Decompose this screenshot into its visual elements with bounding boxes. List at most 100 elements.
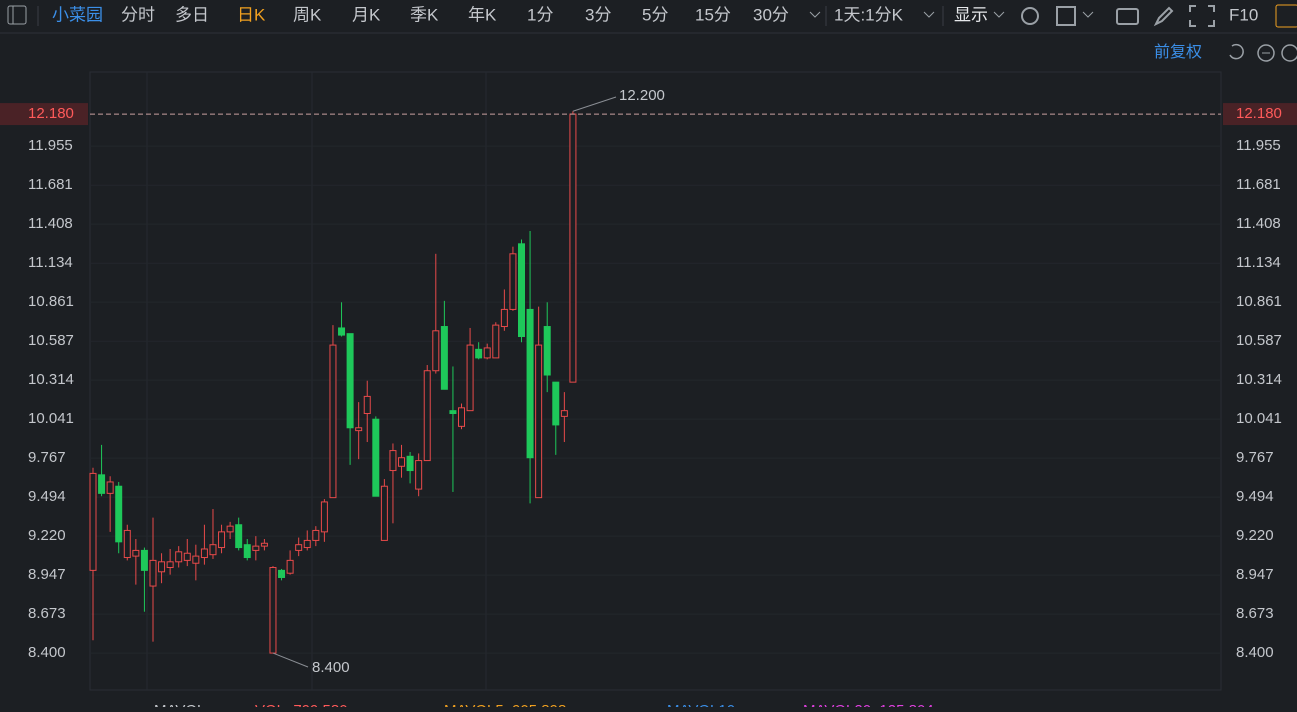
- y-tick-label: 9.220: [28, 527, 66, 544]
- candle-body: [483, 347, 491, 359]
- y-tick-label: 11.681: [28, 176, 73, 193]
- candle-body: [192, 555, 200, 564]
- tabs: 分时 多日 日K 周K 月K 季K 年K 1分 3分 5分 15分 30分: [121, 5, 789, 24]
- period-select[interactable]: 1天:1分K: [834, 5, 904, 24]
- candle-body: [115, 485, 123, 543]
- tab[interactable]: 周K: [293, 5, 322, 24]
- y-tick-label-right: 8.673: [1236, 605, 1274, 622]
- candle-body: [415, 460, 423, 490]
- y-tick-label-right: 10.587: [1236, 332, 1282, 349]
- candle-body: [303, 539, 311, 549]
- sidebar-icon[interactable]: [7, 5, 27, 25]
- stock-name[interactable]: 小菜园: [52, 5, 103, 24]
- tab[interactable]: 月K: [352, 5, 381, 24]
- candle-body: [423, 370, 431, 462]
- f10-button[interactable]: F10: [1229, 5, 1258, 24]
- candle-body: [552, 381, 560, 426]
- volume-legend: MAVOL VOL: 799,580 MAVOL5: 905,898 MAVOL10:…: [154, 702, 934, 712]
- y-tick-label-right: 8.400: [1236, 644, 1274, 661]
- orange-button[interactable]: [1275, 4, 1297, 28]
- y-tick-label: 11.408: [28, 215, 73, 232]
- y-tick-label-right: 10.041: [1236, 410, 1282, 427]
- chevron: [923, 11, 935, 18]
- y-tick-label: 11.134: [28, 254, 73, 271]
- volume-legend-item: VOL: 799,580: [255, 702, 348, 707]
- chevron: [993, 11, 1005, 18]
- plot: 8.400 8.400 8.673 8.673 8.947 8.947 9.220 9.220…: [0, 87, 1297, 676]
- chevron[interactable]: [809, 11, 821, 18]
- tab[interactable]: 5分: [642, 5, 668, 24]
- candle-body: [380, 485, 388, 541]
- candle-body: [98, 474, 106, 494]
- volume-legend-item: MAVOL20: 125,804: [803, 702, 934, 707]
- y-tick-label-right: 11.955: [1236, 137, 1281, 154]
- camera-icon[interactable]: [1116, 8, 1139, 25]
- candle-body: [175, 551, 183, 563]
- candle-body: [509, 253, 517, 310]
- candle-body: [475, 348, 483, 359]
- zoom-out-icon[interactable]: [1257, 44, 1275, 62]
- candle-body: [363, 395, 371, 415]
- candle-body: [500, 308, 508, 328]
- tab[interactable]: 30分: [753, 5, 789, 24]
- volume-legend-item: MAVOL10:: [667, 702, 739, 707]
- candle-body: [518, 243, 525, 338]
- candle-body: [252, 545, 260, 551]
- candle-body: [346, 333, 354, 429]
- candle-body: [338, 327, 346, 336]
- min-pointer: [272, 652, 309, 668]
- candle-body: [569, 113, 577, 383]
- candle-body: [243, 544, 251, 559]
- tab[interactable]: 年K: [468, 5, 497, 24]
- y-tick-label: 8.947: [28, 566, 66, 583]
- candle-body: [355, 427, 363, 432]
- adjust-select[interactable]: 前复权: [1154, 43, 1202, 61]
- tab[interactable]: 季K: [410, 5, 439, 24]
- candle-body: [149, 559, 157, 587]
- candle-body: [166, 561, 174, 569]
- candle-body: [132, 549, 140, 557]
- y-tick-label-right: 11.681: [1236, 176, 1281, 193]
- candle-body: [406, 455, 414, 472]
- y-tick-label-right: 9.220: [1236, 527, 1274, 544]
- candle-body: [535, 344, 543, 499]
- reset-icon[interactable]: [1229, 43, 1244, 60]
- candle-body: [295, 544, 303, 551]
- candle-body: [235, 524, 243, 549]
- y-tick-label: 10.587: [28, 332, 74, 349]
- tab[interactable]: 日K: [237, 5, 266, 24]
- tab[interactable]: 分时: [121, 5, 155, 24]
- plot-frame: [89, 71, 1222, 691]
- tab[interactable]: 15分: [695, 5, 731, 24]
- y-tick-label-right: 8.947: [1236, 566, 1274, 583]
- candle-body: [183, 552, 191, 561]
- candle-body: [278, 569, 286, 578]
- tab[interactable]: 多日: [175, 5, 209, 24]
- y-tick-label: 9.767: [28, 449, 66, 466]
- candle-body: [260, 542, 268, 547]
- zoom-in-icon[interactable]: [1281, 44, 1297, 62]
- y-tick-label-right: 11.408: [1236, 215, 1281, 232]
- box-icon[interactable]: [1056, 6, 1076, 26]
- tab[interactable]: 1分: [527, 5, 553, 24]
- y-tick-label: 9.494: [28, 488, 66, 505]
- display-select[interactable]: 显示: [954, 5, 988, 24]
- candle-body: [466, 344, 474, 412]
- y-tick-label: 10.314: [28, 371, 74, 388]
- candle-body: [209, 544, 217, 556]
- y-tick-label-right: 9.767: [1236, 449, 1274, 466]
- candle-body: [218, 531, 226, 549]
- fullscreen-icon[interactable]: [1189, 5, 1215, 27]
- pen-icon[interactable]: [1153, 6, 1174, 27]
- candle-body: [560, 410, 568, 417]
- current-price-label-right: 12.180: [1236, 105, 1282, 122]
- settings-icon[interactable]: [1021, 7, 1039, 25]
- y-tick-label: 10.861: [28, 293, 74, 310]
- candle-body: [526, 308, 534, 459]
- candle-body: [158, 561, 166, 573]
- current-price-box-right: [1223, 103, 1297, 126]
- tab[interactable]: 3分: [585, 5, 611, 24]
- candle-body: [312, 529, 320, 541]
